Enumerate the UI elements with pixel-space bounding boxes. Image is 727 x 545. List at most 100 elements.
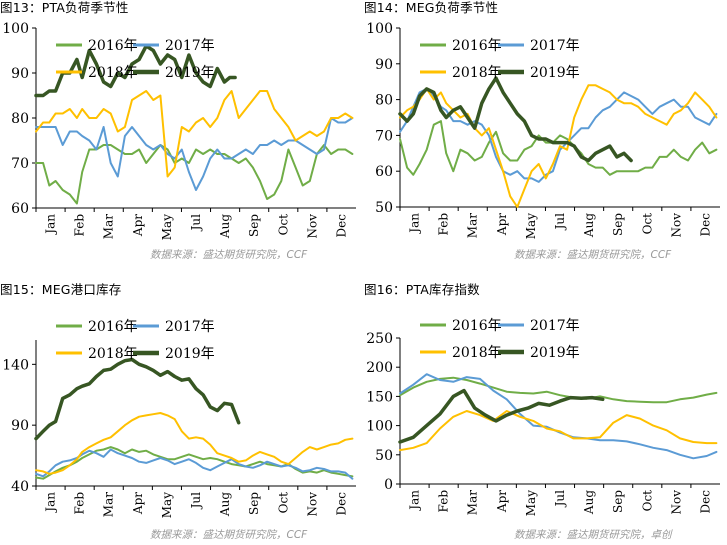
chart-title: 图15：MEG港口库存 bbox=[0, 282, 122, 297]
y-tick-label: 80 bbox=[11, 111, 29, 127]
x-tick-label: Feb bbox=[73, 214, 87, 237]
x-tick-label: Apr bbox=[131, 214, 145, 237]
x-tick-label: Aug bbox=[218, 214, 232, 239]
y-tick-label: 50 bbox=[375, 200, 393, 216]
x-tick-label: Mar bbox=[102, 214, 116, 239]
y-tick-label: 150 bbox=[366, 389, 393, 405]
chart-source: 数据来源：盛达期货研究院，卓创 bbox=[514, 529, 672, 541]
y-tick-label: 0 bbox=[384, 477, 393, 493]
series-line-2 bbox=[399, 87, 718, 183]
series-line-2 bbox=[35, 448, 354, 480]
x-tick-label: Dec bbox=[698, 213, 712, 237]
x-tick-label: Aug bbox=[582, 490, 596, 515]
legend-label: 2019年 bbox=[530, 345, 580, 361]
x-tick-label: Feb bbox=[73, 492, 87, 515]
x-tick-label: May bbox=[160, 492, 174, 518]
x-tick-label: Dec bbox=[698, 490, 712, 514]
x-tick-label: Sep bbox=[611, 490, 625, 513]
x-tick-label: Nov bbox=[669, 213, 683, 238]
chart-source: 数据来源：盛达期货研究院，CCF bbox=[514, 249, 672, 261]
chart-svg: 0 50 100 150 200 250 Jan Feb Mar Apr May Jul Aug Sep O… bbox=[366, 318, 720, 516]
x-tick-label: May bbox=[524, 213, 538, 239]
y-tick-label: 200 bbox=[366, 360, 393, 376]
legend-label: 2018年 bbox=[88, 65, 138, 81]
x-tick-label: Oct bbox=[276, 492, 290, 514]
x-tick-label: Sep bbox=[611, 213, 625, 236]
y-tick-label: 90 bbox=[375, 57, 393, 73]
x-tick-label: Mar bbox=[466, 213, 480, 238]
series-line-1 bbox=[35, 446, 354, 480]
legend-label: 2016年 bbox=[88, 319, 138, 335]
x-tick-label: Jan bbox=[408, 213, 422, 235]
x-tick-label: Apr bbox=[495, 213, 509, 236]
chart-panel-pta-inventory-index: 图16：PTA库存指数 0 50 100 150 200 250 Jan Feb Mar Apr M… bbox=[364, 273, 727, 545]
series-line-4 bbox=[398, 388, 605, 444]
series-line-3 bbox=[399, 84, 718, 208]
series-line-2 bbox=[399, 373, 718, 460]
y-tick-label: 50 bbox=[375, 448, 393, 464]
x-tick-label: Oct bbox=[276, 214, 290, 236]
y-tick-label: 100 bbox=[2, 21, 29, 37]
chart-svg: 60 70 80 90 100 Jan Feb Mar Apr May Jul Aug Sep Oct No… bbox=[2, 21, 356, 240]
chart-svg: 40 90 140 Jan Feb Mar Apr May Jul Aug Sep Oct Nov Dec… bbox=[2, 319, 356, 518]
y-tick-label: 90 bbox=[11, 418, 29, 434]
y-tick-label: 90 bbox=[11, 66, 29, 82]
y-tick-label: 80 bbox=[375, 93, 393, 109]
series-line-4 bbox=[398, 76, 633, 163]
chart-panel-pta-load: 图13：PTA负荷季节性 60 70 80 90 100 Jan Feb Mar Apr May J… bbox=[0, 0, 363, 272]
chart-svg: 50 60 70 80 90 100 Jan Feb Mar Apr May Jul Aug Sep Oct… bbox=[366, 21, 720, 239]
y-tick-label: 100 bbox=[366, 21, 393, 37]
legend-label: 2019年 bbox=[165, 65, 215, 81]
x-tick-label: Oct bbox=[640, 490, 654, 512]
x-tick-label: May bbox=[524, 490, 538, 516]
x-tick-label: Jul bbox=[553, 490, 567, 509]
legend-label: 2016年 bbox=[88, 38, 138, 54]
series-line-3 bbox=[35, 90, 354, 178]
legend-label: 2019年 bbox=[530, 65, 580, 81]
series-line-2 bbox=[35, 117, 354, 191]
x-tick-label: May bbox=[160, 214, 174, 240]
legend-label: 2017年 bbox=[165, 38, 215, 54]
y-tick-label: 250 bbox=[366, 331, 393, 347]
y-tick-label: 100 bbox=[366, 419, 393, 435]
legend-label: 2017年 bbox=[530, 38, 580, 54]
legend-label: 2018年 bbox=[88, 346, 138, 362]
x-tick-label: Jul bbox=[553, 213, 567, 232]
y-tick-label: 70 bbox=[375, 128, 393, 144]
series-line-1 bbox=[35, 144, 354, 205]
series-line-3 bbox=[35, 412, 354, 475]
series-line-4 bbox=[34, 357, 241, 441]
legend-label: 2016年 bbox=[452, 38, 502, 54]
chart-panel-meg-load: 图14：MEG负荷季节性 50 60 70 80 90 100 Jan Feb Mar Apr Ma… bbox=[364, 0, 727, 272]
x-tick-label: Feb bbox=[437, 490, 451, 513]
y-tick-label: 140 bbox=[2, 357, 29, 373]
x-tick-label: Apr bbox=[495, 490, 509, 513]
x-tick-label: Nov bbox=[305, 492, 319, 517]
x-tick-label: Nov bbox=[669, 490, 683, 515]
chart-source: 数据来源：盛达期货研究院，CCF bbox=[150, 249, 308, 261]
chart-title: 图14：MEG负荷季节性 bbox=[364, 0, 499, 15]
x-tick-label: Jul bbox=[189, 214, 203, 233]
x-tick-label: Jan bbox=[408, 490, 422, 512]
x-tick-label: Dec bbox=[334, 214, 348, 238]
chart-panel-meg-port-inventory: 图15：MEG港口库存 40 90 140 Jan Feb Mar Apr May Jul Aug… bbox=[0, 273, 363, 545]
x-tick-label: Sep bbox=[247, 214, 261, 237]
x-tick-label: Sep bbox=[247, 492, 261, 515]
x-tick-label: Mar bbox=[102, 492, 116, 517]
y-tick-label: 70 bbox=[11, 156, 29, 172]
x-tick-label: Jan bbox=[44, 214, 58, 236]
legend-label: 2018年 bbox=[452, 65, 502, 81]
y-tick-label: 40 bbox=[11, 479, 29, 495]
x-tick-label: Mar bbox=[466, 490, 480, 515]
x-tick-label: Aug bbox=[218, 492, 232, 517]
x-tick-label: Aug bbox=[582, 213, 596, 238]
chart-title: 图16：PTA库存指数 bbox=[364, 282, 480, 297]
x-tick-label: Oct bbox=[640, 213, 654, 235]
x-tick-label: Feb bbox=[437, 213, 451, 236]
y-tick-label: 60 bbox=[375, 164, 393, 180]
x-tick-label: Jan bbox=[44, 492, 58, 514]
legend-label: 2017年 bbox=[165, 319, 215, 335]
chart-title: 图13：PTA负荷季节性 bbox=[0, 0, 129, 15]
series-line-1 bbox=[399, 120, 718, 176]
legend-label: 2016年 bbox=[452, 318, 502, 334]
